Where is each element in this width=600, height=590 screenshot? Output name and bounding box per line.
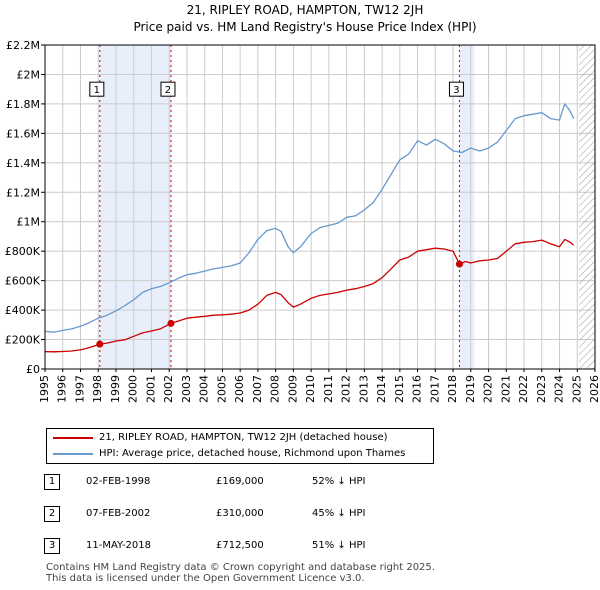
table-row: 3 11-MAY-2018 £712,500 51% ↓ HPI	[42, 538, 442, 556]
sale-point	[455, 260, 463, 268]
x-tick-label: 2020	[482, 375, 495, 403]
x-tick-label: 2005	[215, 375, 228, 403]
x-tick-label: 1999	[109, 375, 122, 403]
sale-label-box	[448, 81, 464, 97]
series-line	[45, 103, 575, 333]
x-tick-label: 2004	[198, 375, 211, 403]
sale-label-text: 3	[453, 85, 459, 96]
sale-price: £169,000	[216, 476, 264, 487]
sale-label-box	[89, 81, 105, 97]
sale-date: 07-FEB-2002	[86, 508, 151, 519]
sale-hpi-diff: 52% ↓ HPI	[312, 476, 366, 487]
x-tick-label: 2014	[375, 375, 388, 403]
plot-border	[44, 44, 596, 370]
series-line	[45, 238, 575, 353]
x-tick-label: 2009	[286, 375, 299, 403]
x-tick-label: 2003	[180, 375, 193, 403]
y-tick-label: £2.2M	[6, 39, 40, 52]
sale-number-badge: 3	[44, 538, 60, 554]
sale-label-text: 2	[165, 85, 171, 96]
x-tick-label: 2016	[411, 375, 424, 403]
price-chart: 21, RIPLEY ROAD, HAMPTON, TW12 2JH Price…	[5, 3, 600, 403]
sale-label-text: 1	[94, 85, 100, 96]
sale-labels: 1 2 3	[89, 81, 464, 97]
sale-point	[96, 340, 104, 348]
y-tick-label: £1.8M	[6, 98, 40, 111]
sale-markers-lines	[99, 45, 460, 369]
x-tick-label: 2024	[553, 375, 566, 403]
footer-attribution: Contains HM Land Registry data © Crown c…	[46, 562, 435, 584]
y-tick-label: £1.6M	[6, 127, 40, 140]
x-tick-label: 2018	[446, 375, 459, 403]
x-tick-label: 2012	[340, 375, 353, 403]
chart-subtitle: Price paid vs. HM Land Registry's House …	[133, 20, 476, 34]
future-hatch	[579, 45, 595, 369]
legend: 21, RIPLEY ROAD, HAMPTON, TW12 2JH (deta…	[46, 428, 434, 464]
x-tick-label: 2006	[233, 375, 246, 403]
table-row: 2 07-FEB-2002 £310,000 45% ↓ HPI	[42, 506, 442, 524]
sale-date: 02-FEB-1998	[86, 476, 151, 487]
y-tick-label: £600K	[5, 275, 41, 288]
y-tick-label: £400K	[5, 304, 41, 317]
y-tick-label: £800K	[5, 245, 41, 258]
future-hatch-area	[579, 45, 595, 369]
series	[45, 103, 575, 353]
sale-hpi-diff: 51% ↓ HPI	[312, 540, 366, 551]
legend-swatch-hpi	[53, 453, 93, 455]
sale-date: 11-MAY-2018	[86, 540, 152, 551]
chart-title: 21, RIPLEY ROAD, HAMPTON, TW12 2JH	[187, 3, 424, 17]
y-tick-label: £200K	[5, 334, 41, 347]
sale-price: £310,000	[216, 508, 264, 519]
x-tick-label: 2019	[464, 375, 477, 403]
sale-point	[167, 319, 175, 327]
legend-label-property: 21, RIPLEY ROAD, HAMPTON, TW12 2JH (deta…	[99, 432, 388, 443]
x-tick-label: 2017	[428, 375, 441, 403]
x-tick-label: 1997	[73, 375, 86, 403]
x-tick-label: 2013	[357, 375, 370, 403]
sale-number-badge: 2	[44, 506, 60, 522]
x-tick-label: 2007	[251, 375, 264, 403]
x-tick-label: 2000	[127, 375, 140, 403]
x-tick-label: 2011	[322, 375, 335, 403]
x-axis-ticks: 1995 1996 1997 1998 1999 2000 2001 2002 2003 2004…	[38, 369, 600, 403]
y-tick-label: £1.4M	[6, 157, 40, 170]
x-tick-label: 2025	[570, 375, 583, 403]
sale-label-box	[160, 81, 176, 97]
x-tick-label: 2026	[588, 375, 600, 403]
sale-hpi-diff: 45% ↓ HPI	[312, 508, 366, 519]
legend-swatch-property	[53, 437, 93, 439]
footer-line-1: Contains HM Land Registry data © Crown c…	[46, 562, 435, 573]
x-tick-label: 2023	[535, 375, 548, 403]
footer-line-2: This data is licensed under the Open Gov…	[46, 573, 365, 584]
sale-period-band	[99, 45, 171, 369]
x-tick-label: 2022	[517, 375, 530, 403]
y-tick-label: £2M	[17, 68, 41, 81]
x-tick-label: 2010	[304, 375, 317, 403]
legend-label-hpi: HPI: Average price, detached house, Rich…	[99, 448, 406, 459]
x-tick-label: 2021	[499, 375, 512, 403]
y-tick-label: £1.2M	[6, 186, 40, 199]
x-tick-label: 1998	[91, 375, 104, 403]
table-row: 1 02-FEB-1998 £169,000 52% ↓ HPI	[42, 474, 442, 492]
y-axis-ticks: £0 £200K £400K £600K £800K £1M £1.2M £1.4M £1.6M…	[5, 39, 45, 376]
sale-number-badge: 1	[44, 474, 60, 490]
x-tick-label: 2001	[144, 375, 157, 403]
sale-points	[96, 260, 463, 348]
y-tick-label: £0	[26, 363, 40, 376]
x-tick-label: 2015	[393, 375, 406, 403]
sale-periods-shading	[99, 45, 475, 369]
x-tick-label: 2002	[162, 375, 175, 403]
sale-price: £712,500	[216, 540, 264, 551]
x-tick-label: 1996	[56, 375, 69, 403]
y-tick-label: £1M	[17, 216, 41, 229]
x-tick-label: 2008	[269, 375, 282, 403]
x-tick-label: 1995	[38, 375, 51, 403]
